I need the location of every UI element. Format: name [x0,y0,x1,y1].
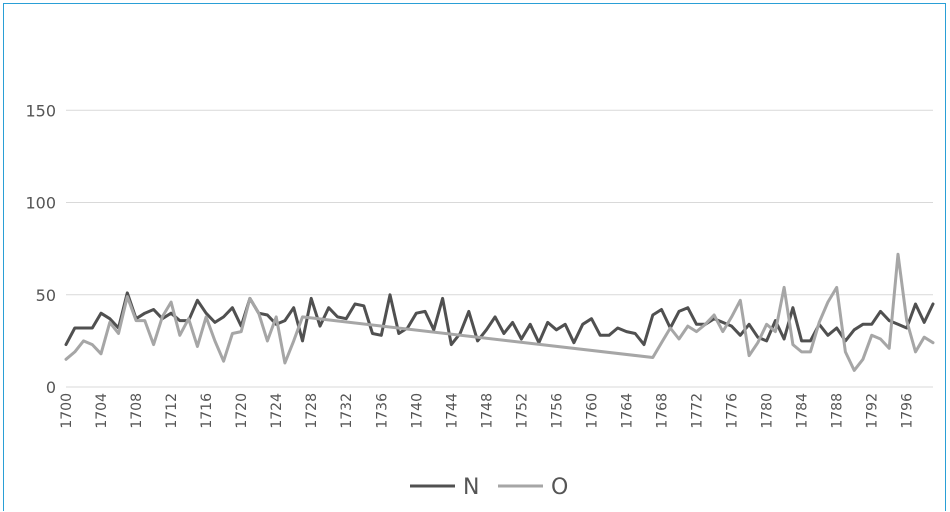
x-tick-label: 1784 [795,393,811,429]
x-tick-label: 1712 [164,393,180,429]
series-line-N [64,291,935,347]
x-tick-label: 1756 [549,393,565,429]
x-tick-label: 1752 [514,393,530,429]
x-tick-label: 1732 [339,393,355,429]
x-tick-label: 1768 [655,393,671,429]
y-axis-tick-labels: 0 50 100 150 [25,101,56,397]
y-tick-label: 0 [46,378,56,397]
y-tick-label: 50 [36,286,56,305]
x-tick-label: 1716 [199,393,215,429]
x-tick-label: 1720 [234,393,250,429]
x-tick-label: 1736 [374,393,390,429]
x-tick-label: 1760 [584,393,600,429]
series-line-O [64,252,935,372]
x-tick-label: 1728 [304,393,320,429]
x-tick-label: 1748 [479,393,495,429]
y-tick-label: 150 [25,101,56,120]
x-tick-label: 1708 [129,393,145,429]
x-tick-label: 1704 [94,393,110,429]
series-lines [64,252,935,372]
x-axis-tick-labels: 1700 1704 1708 1712 1716 1720 1724 1728 1732 1736… [59,393,916,429]
legend-label-O: O [551,475,568,500]
x-tick-label: 1780 [760,393,776,429]
x-tick-label: 1740 [409,393,425,429]
y-tick-label: 100 [25,194,56,213]
x-tick-label: 1724 [269,393,285,429]
x-tick-label: 1772 [690,393,706,429]
legend-label-N: N [463,475,479,500]
x-tick-label: 1744 [444,393,460,429]
chart-frame [3,3,946,511]
gridlines [66,109,933,388]
x-tick-label: 1788 [830,393,846,429]
x-tick-label: 1796 [900,393,916,429]
x-tick-label: 1792 [865,393,881,429]
x-tick-label: 1776 [725,393,741,429]
x-tick-label: 1700 [59,393,75,429]
x-tick-label: 1764 [619,393,635,429]
